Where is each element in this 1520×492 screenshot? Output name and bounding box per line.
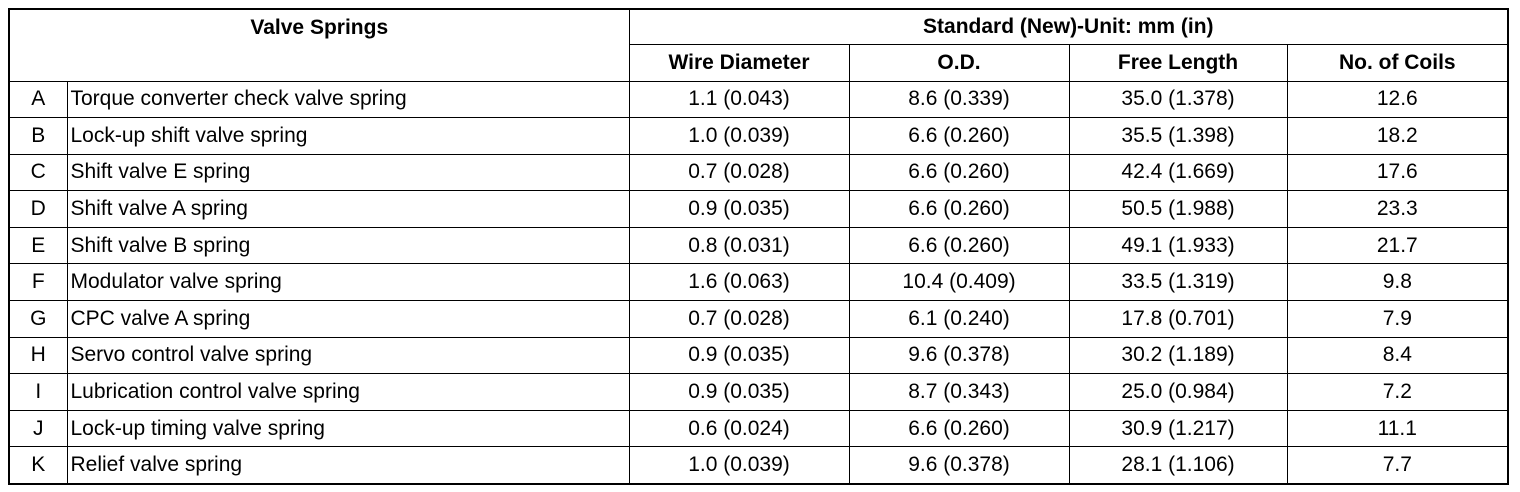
row-label: D <box>8 190 68 228</box>
standard-header: Standard (New)-Unit: mm (in) <box>628 8 1509 45</box>
table-row: B Lock-up shift valve spring 1.0 (0.039) 6.… <box>8 117 1509 155</box>
cell: 49.1 (1.933) <box>1068 226 1288 265</box>
column-header: Wire Diameter <box>628 43 850 82</box>
row-label: E <box>8 226 68 265</box>
row-label: B <box>8 117 68 155</box>
table-row: I Lubrication control valve spring 0.9 (0.… <box>8 373 1509 411</box>
column-header: O.D. <box>848 43 1070 82</box>
spring-name: Shift valve E spring <box>66 153 630 192</box>
cell: 11.1 <box>1286 409 1509 448</box>
cell: 17.8 (0.701) <box>1068 300 1288 338</box>
row-label: G <box>8 300 68 338</box>
spring-name: Lock-up shift valve spring <box>66 117 630 155</box>
cell: 30.2 (1.189) <box>1068 336 1288 375</box>
row-label: I <box>8 373 68 411</box>
row-label: J <box>8 409 68 448</box>
row-label: A <box>8 80 68 119</box>
table-row: K Relief valve spring 1.0 (0.039) 9.6 (0.37… <box>8 446 1509 485</box>
cell: 42.4 (1.669) <box>1068 153 1288 192</box>
table-row: E Shift valve B spring 0.8 (0.031) 6.6 (0.2… <box>8 226 1509 265</box>
cell: 8.7 (0.343) <box>848 373 1070 411</box>
cell: 7.2 <box>1286 373 1509 411</box>
cell: 7.9 <box>1286 300 1509 338</box>
cell: 6.6 (0.260) <box>848 117 1070 155</box>
cell: 6.6 (0.260) <box>848 226 1070 265</box>
cell: 0.9 (0.035) <box>628 190 850 228</box>
cell: 0.9 (0.035) <box>628 373 850 411</box>
table-row: D Shift valve A spring 0.9 (0.035) 6.6 (0.2… <box>8 190 1509 228</box>
cell: 30.9 (1.217) <box>1068 409 1288 448</box>
cell: 1.6 (0.063) <box>628 263 850 302</box>
spec-table: Valve Springs Standard (New)-Unit: mm (i… <box>8 8 1510 485</box>
cell: 17.6 <box>1286 153 1509 192</box>
column-header: Free Length <box>1068 43 1288 82</box>
cell: 25.0 (0.984) <box>1068 373 1288 411</box>
table-row: C Shift valve E spring 0.7 (0.028) 6.6 (0.2… <box>8 153 1509 192</box>
cell: 0.7 (0.028) <box>628 153 850 192</box>
cell: 6.6 (0.260) <box>848 190 1070 228</box>
cell: 9.8 <box>1286 263 1509 302</box>
cell: 21.7 <box>1286 226 1509 265</box>
table-row: F Modulator valve spring 1.6 (0.063) 10.4 (… <box>8 263 1509 302</box>
spring-name: Torque converter check valve spring <box>66 80 630 119</box>
cell: 1.1 (0.043) <box>628 80 850 119</box>
spring-name: CPC valve A spring <box>66 300 630 338</box>
cell: 0.9 (0.035) <box>628 336 850 375</box>
cell: 8.6 (0.339) <box>848 80 1070 119</box>
cell: 6.1 (0.240) <box>848 300 1070 338</box>
cell: 35.5 (1.398) <box>1068 117 1288 155</box>
spring-name: Shift valve B spring <box>66 226 630 265</box>
row-label: F <box>8 263 68 302</box>
spring-name: Servo control valve spring <box>66 336 630 375</box>
row-label: H <box>8 336 68 375</box>
table-title: Valve Springs <box>8 8 630 82</box>
cell: 18.2 <box>1286 117 1509 155</box>
spring-name: Shift valve A spring <box>66 190 630 228</box>
cell: 10.4 (0.409) <box>848 263 1070 302</box>
spring-name: Lock-up timing valve spring <box>66 409 630 448</box>
table-row: A Torque converter check valve spring 1.1 … <box>8 80 1509 119</box>
cell: 8.4 <box>1286 336 1509 375</box>
row-label: C <box>8 153 68 192</box>
cell: 23.3 <box>1286 190 1509 228</box>
cell: 0.7 (0.028) <box>628 300 850 338</box>
column-header: No. of Coils <box>1286 43 1509 82</box>
table-row: J Lock-up timing valve spring 0.6 (0.024) 6… <box>8 409 1509 448</box>
row-label: K <box>8 446 68 485</box>
table-row: H Servo control valve spring 0.9 (0.035) 9.… <box>8 336 1509 375</box>
cell: 0.8 (0.031) <box>628 226 850 265</box>
spring-name: Lubrication control valve spring <box>66 373 630 411</box>
cell: 9.6 (0.378) <box>848 446 1070 485</box>
cell: 12.6 <box>1286 80 1509 119</box>
cell: 28.1 (1.106) <box>1068 446 1288 485</box>
cell: 35.0 (1.378) <box>1068 80 1288 119</box>
cell: 6.6 (0.260) <box>848 409 1070 448</box>
spring-name: Modulator valve spring <box>66 263 630 302</box>
cell: 9.6 (0.378) <box>848 336 1070 375</box>
cell: 7.7 <box>1286 446 1509 485</box>
cell: 6.6 (0.260) <box>848 153 1070 192</box>
spring-name: Relief valve spring <box>66 446 630 485</box>
table-row: G CPC valve A spring 0.7 (0.028) 6.1 (0.240… <box>8 300 1509 338</box>
cell: 1.0 (0.039) <box>628 117 850 155</box>
cell: 1.0 (0.039) <box>628 446 850 485</box>
cell: 33.5 (1.319) <box>1068 263 1288 302</box>
cell: 50.5 (1.988) <box>1068 190 1288 228</box>
cell: 0.6 (0.024) <box>628 409 850 448</box>
